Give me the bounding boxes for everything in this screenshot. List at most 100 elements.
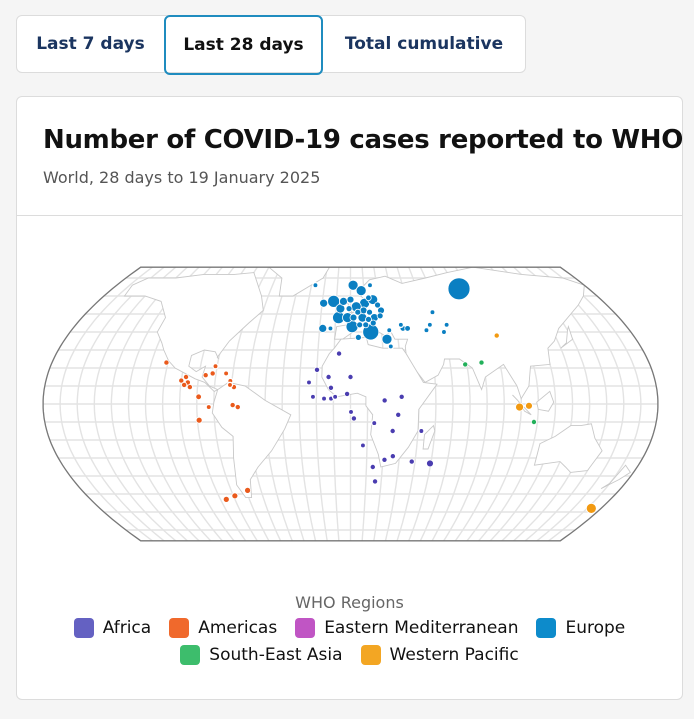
chart-title: Number of COVID-19 cases reported to WHO — [43, 125, 684, 155]
bubble-americas[interactable] — [226, 381, 234, 389]
bubble-europe[interactable] — [355, 285, 367, 297]
bubble-americas[interactable] — [178, 377, 185, 384]
land-borneo — [536, 390, 555, 412]
legend: WHO Regions Africa Americas Eastern Medite… — [17, 593, 682, 672]
bubble-americas[interactable] — [163, 359, 170, 366]
bubble-europe[interactable] — [356, 321, 364, 329]
bubble-africa[interactable] — [381, 456, 388, 463]
legend-item-emr[interactable]: Eastern Mediterranean — [295, 618, 518, 638]
bubble-africa[interactable] — [389, 427, 396, 434]
bubble-americas[interactable] — [186, 384, 193, 391]
bubble-africa[interactable] — [327, 384, 334, 391]
bubble-africa[interactable] — [359, 442, 367, 449]
bubble-europe[interactable] — [443, 321, 450, 329]
bubble-europe[interactable] — [319, 298, 329, 308]
bubble-europe[interactable] — [345, 305, 353, 313]
bubble-europe[interactable] — [354, 308, 362, 316]
bubble-europe[interactable] — [387, 343, 395, 350]
bubble-europe[interactable] — [429, 308, 436, 316]
bubble-africa[interactable] — [381, 397, 388, 404]
legend-swatch — [295, 618, 316, 638]
bubble-europe[interactable] — [447, 277, 471, 301]
bubble-africa[interactable] — [347, 373, 354, 380]
bubble-africa[interactable] — [336, 350, 343, 357]
bubble-africa[interactable] — [331, 393, 339, 401]
bubble-africa[interactable] — [309, 393, 317, 401]
bubble-africa[interactable] — [389, 453, 396, 460]
bubble-americas[interactable] — [205, 403, 213, 411]
bubble-americas[interactable] — [212, 362, 219, 370]
bubble-europe[interactable] — [346, 295, 355, 304]
bubble-africa[interactable] — [344, 390, 351, 397]
bubble-africa[interactable] — [408, 458, 415, 465]
bubble-africa[interactable] — [350, 415, 357, 422]
bubble-americas[interactable] — [209, 370, 216, 377]
bubble-south-east-asia[interactable] — [462, 361, 469, 368]
bubble-europe[interactable] — [366, 308, 373, 316]
bubble-europe[interactable] — [381, 333, 393, 345]
bubble-europe[interactable] — [397, 321, 405, 329]
legend-item-amr[interactable]: Americas — [169, 618, 277, 638]
land-eurasia — [334, 267, 585, 400]
bubble-americas[interactable] — [195, 416, 203, 424]
bubble-europe[interactable] — [374, 301, 381, 309]
bubble-americas[interactable] — [195, 393, 202, 401]
bubble-south-east-asia[interactable] — [478, 359, 485, 366]
bubble-western-pacific[interactable] — [515, 402, 524, 412]
bubble-europe[interactable] — [365, 315, 372, 323]
bubble-americas[interactable] — [229, 402, 236, 409]
bubble-europe[interactable] — [404, 325, 411, 332]
bubble-europe[interactable] — [349, 313, 358, 322]
bubble-western-pacific[interactable] — [525, 401, 533, 410]
bubble-europe[interactable] — [440, 328, 448, 336]
bubble-americas[interactable] — [202, 372, 209, 379]
legend-item-wpr[interactable]: Western Pacific — [360, 645, 519, 665]
bubble-africa[interactable] — [325, 373, 332, 380]
bubble-africa[interactable] — [314, 366, 321, 373]
bubble-south-east-asia[interactable] — [530, 418, 537, 425]
bubble-africa[interactable] — [426, 459, 434, 468]
bubble-africa[interactable] — [372, 478, 379, 485]
bubble-europe[interactable] — [347, 279, 359, 291]
legend-item-eur[interactable]: Europe — [536, 618, 625, 638]
bubble-africa[interactable] — [320, 395, 328, 402]
bubble-americas[interactable] — [244, 486, 251, 494]
land-north-america — [123, 272, 264, 392]
bubble-europe[interactable] — [423, 326, 430, 334]
legend-swatch — [360, 645, 381, 665]
bubble-europe[interactable] — [369, 319, 377, 327]
bubble-americas[interactable] — [222, 370, 230, 377]
legend-item-sear[interactable]: South-East Asia — [180, 645, 343, 665]
bubble-europe[interactable] — [386, 326, 393, 334]
bubble-europe[interactable] — [426, 321, 434, 329]
bubble-europe[interactable] — [362, 321, 370, 329]
bubble-europe[interactable] — [376, 312, 384, 320]
bubble-africa[interactable] — [371, 419, 378, 427]
bubble-europe[interactable] — [339, 296, 348, 306]
legend-item-afr[interactable]: Africa — [73, 618, 151, 638]
bubble-europe[interactable] — [327, 325, 334, 332]
bubble-europe[interactable] — [318, 323, 328, 333]
tab-last-7-days[interactable]: Last 7 days — [36, 34, 145, 54]
bubble-americas[interactable] — [222, 495, 230, 503]
bubble-americas[interactable] — [181, 381, 188, 388]
bubble-europe[interactable] — [365, 294, 372, 302]
bubble-western-pacific[interactable] — [585, 502, 597, 514]
bubble-africa[interactable] — [418, 427, 425, 435]
bubble-europe[interactable] — [354, 333, 362, 341]
bubble-africa[interactable] — [398, 393, 405, 400]
chart-subtitle: World, 28 days to 19 January 2025 — [43, 168, 321, 187]
bubble-africa[interactable] — [305, 379, 313, 386]
bubble-americas[interactable] — [183, 373, 190, 380]
tab-last-28-days[interactable]: Last 28 days — [164, 15, 323, 75]
bubble-africa[interactable] — [347, 408, 355, 416]
bubble-americas[interactable] — [231, 492, 239, 500]
bubble-africa[interactable] — [369, 463, 376, 470]
bubble-africa[interactable] — [395, 411, 402, 418]
bubble-western-pacific[interactable] — [493, 332, 500, 339]
bubble-americas[interactable] — [234, 404, 241, 411]
bubble-europe[interactable] — [366, 281, 374, 289]
bubble-europe[interactable] — [312, 281, 319, 289]
tab-total-cumulative[interactable]: Total cumulative — [344, 34, 504, 54]
